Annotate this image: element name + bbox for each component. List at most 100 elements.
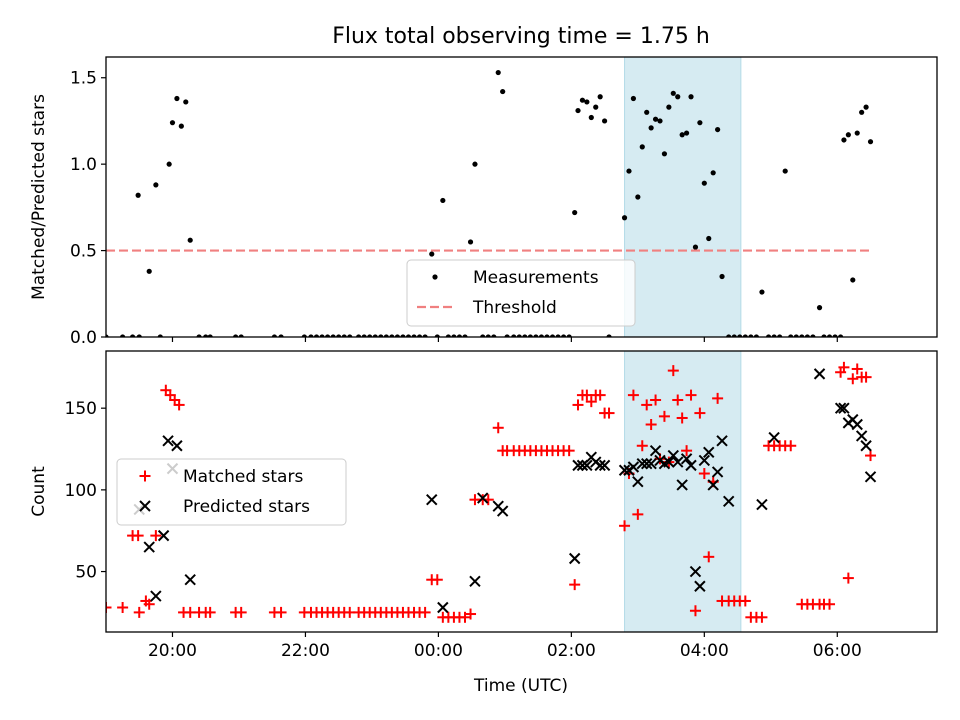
matched-point [672, 394, 684, 406]
measurement-point [697, 120, 703, 126]
highlight-band [624, 350, 742, 633]
matched-point [650, 394, 662, 406]
predicted-point [645, 458, 657, 470]
measurement-point [169, 120, 176, 126]
predicted-point [851, 418, 863, 431]
measurement-point [644, 109, 650, 115]
legend-box [116, 458, 347, 526]
measurement-point [692, 244, 699, 250]
chart-title: Flux total observing time = 1.75 h [332, 24, 710, 49]
legend-dot-icon [432, 274, 438, 280]
predicted-point [469, 575, 481, 588]
predicted-point [598, 459, 611, 472]
measurement-point [621, 215, 628, 221]
predicted-point [707, 479, 719, 491]
predicted-point [594, 459, 606, 472]
matched-point [667, 365, 679, 377]
matched-point [627, 389, 639, 401]
ratio-panel: 0.0 0.5 1.0 1.5 Matched/Predicted stars Measu… [29, 56, 938, 348]
x-tick-label: 20:00 [148, 641, 197, 661]
measurement-point [579, 97, 586, 103]
y-axis-label: Matched/Predicted stars [29, 94, 49, 300]
matched-point [569, 579, 581, 591]
x-tick-label: 04:00 [680, 641, 729, 661]
y-tick-label: 1.0 [70, 155, 97, 175]
measurement-point [715, 126, 721, 133]
predicted-point [667, 449, 680, 462]
measurement-point [759, 289, 765, 295]
matched-point [703, 551, 715, 563]
matched-point [785, 440, 797, 452]
measurement-point [863, 104, 869, 110]
measurement-point [187, 237, 193, 243]
measurement-point [661, 151, 668, 157]
matched-point [712, 392, 724, 404]
measurement-point [588, 114, 594, 121]
matched-point [645, 419, 657, 431]
measurement-point [710, 170, 716, 176]
y-tick-label: 150 [65, 399, 97, 419]
matched-point [865, 450, 877, 462]
legend-box [406, 259, 636, 327]
matched-point [459, 611, 471, 623]
matched-point [641, 399, 653, 411]
predicted-point [426, 493, 438, 506]
predicted-point [477, 492, 489, 504]
predicted-point [157, 529, 170, 542]
predicted-point [150, 590, 162, 602]
matched-point [585, 396, 597, 408]
matched-point [851, 363, 863, 375]
matched-point [431, 574, 443, 586]
predicted-point [618, 464, 631, 476]
measurement-point [440, 197, 446, 204]
x-tick-label: 02:00 [547, 641, 596, 661]
legend-plus-icon [139, 470, 151, 482]
measurement-point [782, 168, 788, 174]
measurement-point [841, 137, 847, 143]
predicted-point [860, 440, 872, 452]
axes-frame [105, 56, 938, 338]
legend-label: Threshold [472, 298, 557, 318]
measurement-point [657, 118, 663, 124]
matched-point [698, 468, 710, 480]
matched-point [681, 445, 693, 457]
y-axis-label: Count [29, 466, 49, 517]
predicted-point [162, 435, 174, 447]
predicted-point [627, 461, 640, 473]
predicted-point [838, 402, 850, 414]
matched-point [133, 606, 145, 618]
measurement-point [648, 125, 654, 131]
measurement-point [867, 139, 874, 145]
matched-point [492, 422, 504, 434]
matched-point [847, 373, 859, 385]
y-tick-label: 0.5 [70, 242, 97, 262]
legend: Measurements Threshold [406, 259, 636, 327]
measurement-point [706, 235, 712, 242]
measurement-point [429, 251, 435, 257]
predicted-point [698, 454, 711, 467]
measurement-point [683, 130, 690, 136]
measurement-point [183, 99, 189, 105]
x-axis-label: Time (UTC) [473, 676, 568, 696]
predicted-point [572, 459, 584, 472]
matched-point [150, 530, 162, 542]
measurement-point [153, 182, 159, 188]
legend-label: Measurements [473, 268, 599, 288]
predicted-point [636, 458, 648, 470]
predicted-point [649, 444, 662, 457]
matched-point [860, 371, 872, 383]
matched-point [838, 361, 850, 373]
measurement-point [174, 95, 180, 102]
predicted-point [143, 541, 155, 553]
predicted-point [663, 456, 675, 468]
matched-point [465, 608, 477, 620]
matched-point [689, 605, 701, 617]
measurement-point [572, 209, 578, 216]
matched-point [739, 595, 751, 607]
matched-point [603, 407, 615, 419]
count-panel: 50 100 150 20:00 22:00 00:00 02:00 04:00 06:00 Co… [29, 350, 938, 661]
y-tick-label: 50 [75, 563, 97, 583]
axes-frame [105, 350, 938, 633]
predicted-point [568, 552, 581, 565]
